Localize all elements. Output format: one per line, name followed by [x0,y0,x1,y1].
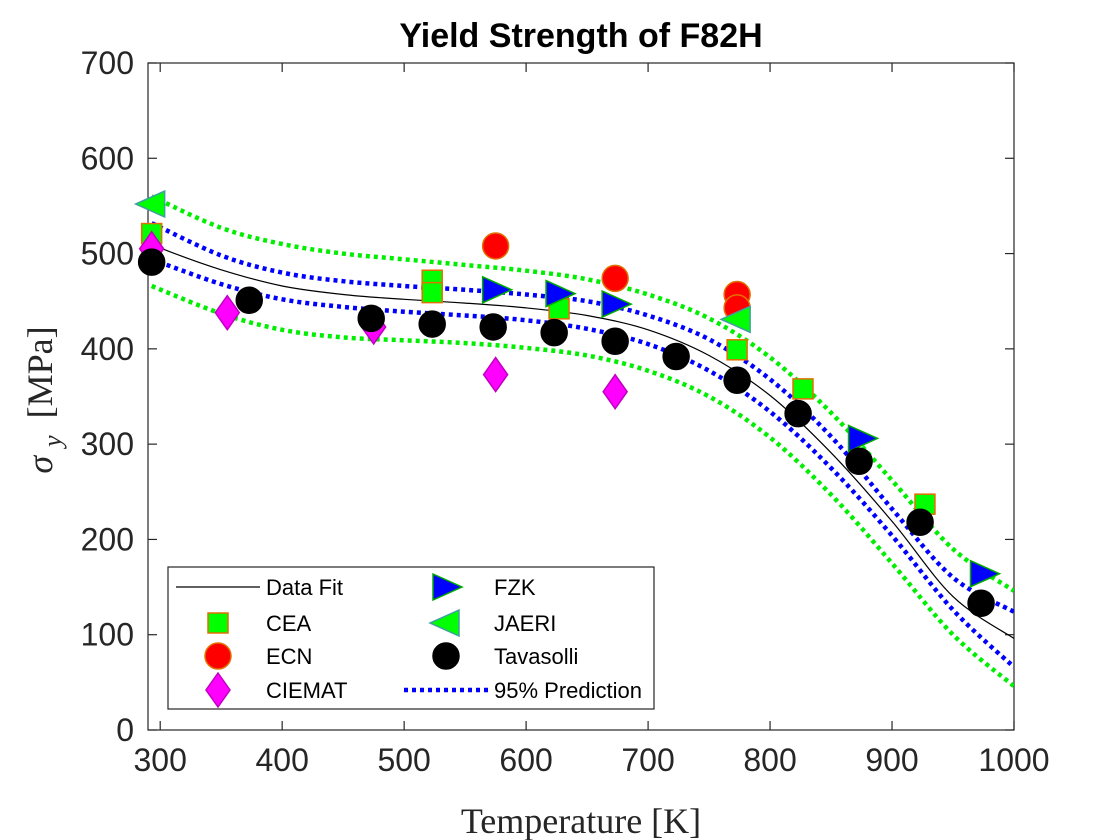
point-ciemat [602,373,629,411]
fit-line-data-fit [151,241,1014,639]
point-tavasolli [235,286,263,315]
legend-label-jaeri: JAERI [494,611,556,636]
point-tavasolli [540,318,568,347]
x-tick-label: 400 [255,742,308,778]
point-tavasolli [662,342,690,371]
legend: Data Fit CEA ECN CIEMAT FZK JAERI Tavasolli 95%… [167,566,655,710]
point-tavasolli [601,327,629,355]
legend-swatch-cea [207,612,229,634]
y-tick-label: 700 [81,45,134,81]
legend-label-fzk: FZK [494,575,536,600]
point-jaeri [133,189,166,219]
legend-swatch-fzk [432,572,464,602]
point-tavasolli [906,508,934,537]
prediction-band-outer-1 [150,283,1014,688]
prediction-band-outer-0 [150,194,1014,593]
point-fzk [601,289,633,319]
x-tick-label: 700 [621,742,674,778]
point-fzk [545,279,577,308]
legend-swatch-jaeri [428,608,460,638]
x-tick-label: 900 [865,742,918,778]
x-axis-label: Temperature [K] [461,801,701,840]
point-tavasolli [137,248,166,276]
point-tavasolli [357,304,385,333]
y-tick-label: 400 [81,331,134,367]
y-axis-label-symbol: σ [20,455,60,474]
legend-label-cea: CEA [266,611,312,636]
point-ecn [481,232,510,260]
legend-swatch-ecn [204,642,232,670]
prediction-band-95-prediction-0 [150,221,1014,614]
y-tick-label: 200 [81,521,134,557]
point-tavasolli [479,313,507,341]
legend-label-95-prediction: 95% Prediction [494,678,642,703]
y-axis-label-unit: [MPa] [20,326,60,418]
x-tick-label: 300 [134,742,187,778]
point-ciemat [482,356,509,393]
prediction-band-95-prediction-1 [150,257,1014,669]
point-ecn [601,264,629,293]
chart-title: Yield Strength of F82H [399,17,762,55]
legend-swatch-ciemat [205,671,231,709]
x-tick-label: 600 [499,742,552,778]
y-tick-label: 0 [116,712,134,748]
x-tick-label: 1000 [978,742,1049,778]
y-axis-label-subscript: y [38,435,67,450]
marker-layer [133,189,1002,618]
point-fzk [969,559,1002,588]
legend-label-ecn: ECN [266,644,312,669]
x-tick-label: 500 [377,742,430,778]
point-tavasolli [845,447,873,476]
y-tick-label: 500 [81,236,134,272]
line-layer [150,194,1014,688]
point-jaeri [719,305,751,334]
y-tick-label: 300 [81,426,134,462]
x-tick-label: 800 [743,742,796,778]
point-cea [792,378,814,400]
point-tavasolli [418,310,446,338]
point-tavasolli [784,399,812,428]
legend-box [167,566,655,710]
point-cea [726,339,748,361]
svg-text:σ y [MPa]: σ y [MPa] [20,326,69,473]
y-tick-label: 100 [81,617,134,653]
point-fzk [847,424,880,453]
legend-swatch-tavasolli [432,642,460,670]
point-tavasolli [723,366,751,395]
point-ciemat [214,294,241,331]
legend-label-tavasolli: Tavasolli [494,644,578,669]
point-tavasolli [967,589,995,618]
y-tick-label: 600 [81,140,134,176]
legend-label-data-fit: Data Fit [266,575,343,600]
point-fzk [481,275,514,304]
legend-label-ciemat: CIEMAT [266,678,347,703]
point-cea [421,281,443,304]
y-axis-label: σ y [MPa] [20,326,69,473]
